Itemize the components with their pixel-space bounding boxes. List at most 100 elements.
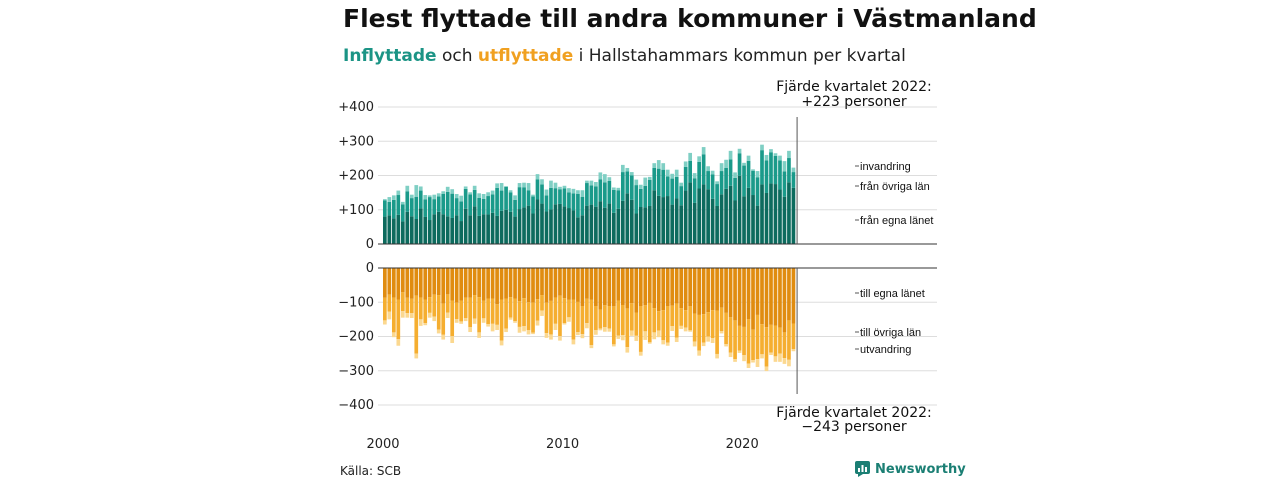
- bar-out-segment: [499, 340, 504, 346]
- y-tick-label-top: +400: [338, 100, 374, 115]
- bar-in-segment: [517, 183, 522, 188]
- bar-in-segment: [391, 199, 396, 219]
- bar-out-segment: [504, 298, 508, 329]
- bar-out-segment: [558, 268, 562, 296]
- bar-out-segment: [468, 297, 472, 328]
- bar-out-segment: [400, 292, 405, 312]
- bar-in-segment: [674, 169, 679, 177]
- bar-in-segment: [701, 184, 706, 244]
- bar-out-segment: [692, 268, 697, 314]
- bar-out-segment: [661, 268, 666, 311]
- bar-in-segment: [661, 169, 666, 198]
- bar-out-segment: [665, 268, 670, 307]
- bar-in-segment: [432, 199, 437, 215]
- bar-in-segment: [760, 144, 764, 151]
- y-tick-label-bottom: −300: [338, 364, 374, 379]
- bar-in-segment: [688, 152, 693, 161]
- bar-out-segment: [405, 297, 410, 314]
- bar-in-segment: [661, 163, 666, 170]
- bar-out-segment: [661, 340, 666, 345]
- bar-out-segment: [400, 311, 405, 318]
- bar-out-segment: [598, 328, 603, 331]
- bar-out-segment: [436, 295, 441, 330]
- bar-out-segment: [463, 297, 468, 319]
- bar-out-segment: [787, 268, 791, 321]
- bar-out-segment: [454, 319, 459, 323]
- bar-in-segment: [661, 197, 666, 244]
- bar-out-segment: [427, 268, 432, 298]
- annotation-top-line1: Fjärde kvartalet 2022:: [776, 79, 932, 95]
- bar-in-segment: [472, 185, 477, 190]
- bar-out-segment: [697, 314, 701, 351]
- bar-in-segment: [742, 165, 746, 197]
- bar-in-segment: [683, 166, 688, 191]
- bar-out-segment: [436, 268, 441, 296]
- bar-out-segment: [625, 347, 630, 353]
- bar-in-segment: [526, 205, 531, 244]
- bar-in-segment: [598, 179, 603, 202]
- labels: Fjärde kvartalet 2022:+223 personerFjärd…: [776, 79, 933, 435]
- bar-in-segment: [558, 203, 562, 244]
- bar-in-segment: [383, 216, 387, 244]
- bar-out-segment: [508, 317, 513, 320]
- bar-in-segment: [769, 183, 773, 244]
- bar-in-segment: [620, 172, 625, 201]
- bar-in-segment: [423, 216, 428, 244]
- bar-in-segment: [558, 186, 562, 190]
- bar-in-segment: [409, 216, 414, 244]
- annotation-top-line2: +223 personer: [801, 94, 907, 110]
- bar-out-segment: [544, 333, 549, 338]
- bar-in-segment: [778, 189, 782, 244]
- bar-in-segment: [504, 186, 508, 187]
- bar-in-segment: [490, 212, 495, 244]
- bar-out-segment: [634, 268, 639, 313]
- bar-in-segment: [782, 196, 787, 244]
- bar-in-segment: [544, 195, 549, 212]
- bar-in-segment: [450, 217, 455, 244]
- series-label-utvandring: utvandring: [860, 344, 911, 356]
- bar-out-segment: [396, 299, 401, 340]
- bar-in-segment: [773, 155, 778, 185]
- bar-in-segment: [589, 204, 594, 244]
- bar-in-segment: [562, 185, 567, 189]
- bar-in-segment: [481, 214, 486, 244]
- bar-out-segment: [585, 268, 589, 299]
- bar-out-segment: [553, 268, 558, 298]
- subtitle-rest: i Hallstahammars kommun per kvartal: [573, 46, 906, 66]
- bar-out-segment: [710, 310, 715, 339]
- bar-in-segment: [625, 171, 630, 194]
- bar-in-segment: [418, 186, 423, 191]
- bar-out-segment: [746, 268, 751, 320]
- bar-out-segment: [652, 332, 657, 340]
- bar-out-segment: [526, 268, 531, 303]
- bar-out-segment: [445, 268, 450, 295]
- bar-in-segment: [778, 160, 782, 190]
- bar-in-segment: [400, 221, 405, 244]
- bar-out-segment: [400, 268, 405, 293]
- bar-in-segment: [418, 208, 423, 244]
- bar-out-segment: [706, 268, 710, 313]
- bar-in-segment: [746, 160, 751, 188]
- bar-out-segment: [468, 268, 472, 298]
- bar-out-segment: [387, 268, 392, 295]
- bar-out-segment: [486, 324, 490, 327]
- bar-in-segment: [688, 182, 693, 244]
- bar-out-segment: [656, 268, 661, 312]
- bar-in-segment: [459, 221, 464, 244]
- bar-out-segment: [688, 268, 693, 307]
- bar-in-segment: [683, 190, 688, 244]
- bar-in-segment: [670, 178, 675, 205]
- bar-in-segment: [508, 211, 513, 244]
- bar-out-segment: [436, 329, 441, 334]
- y-tick-label-bottom: −400: [338, 398, 374, 413]
- bar-out-segment: [405, 313, 410, 318]
- bar-out-segment: [692, 313, 697, 342]
- bar-out-segment: [611, 268, 616, 307]
- bar-in-segment: [728, 185, 733, 244]
- bar-out-segment: [706, 336, 710, 342]
- bar-out-segment: [616, 300, 621, 336]
- bar-in-segment: [576, 217, 580, 244]
- bar-in-segment: [706, 189, 710, 244]
- bar-in-segment: [665, 196, 670, 244]
- bar-out-segment: [441, 268, 446, 304]
